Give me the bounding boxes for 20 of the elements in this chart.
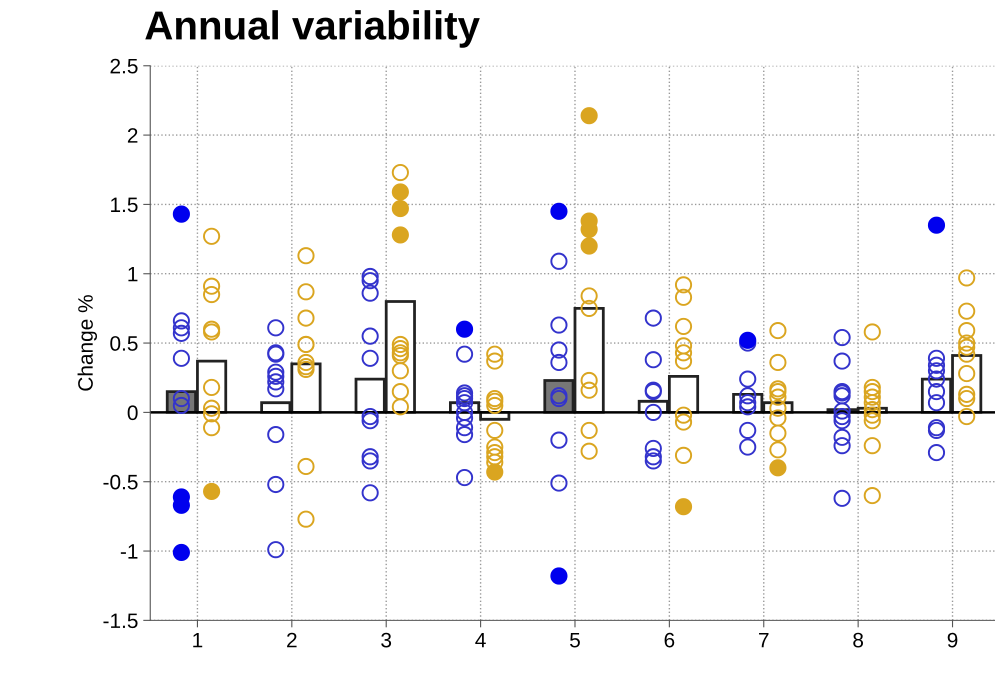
x-tick-label: 7 (759, 632, 768, 648)
y-tick-label: 1.5 (111, 198, 138, 212)
x-tick-label: 1 (193, 632, 202, 648)
y-tick-label: 2 (128, 128, 138, 143)
x-tick-label: 9 (948, 632, 958, 648)
y-tick-label: -1.5 (103, 614, 138, 628)
y-tick-label: 0 (128, 405, 138, 420)
x-tick-label: 2 (287, 632, 297, 648)
y-tick-label: 1 (128, 266, 138, 282)
chart-title: Annual variability (145, 10, 480, 48)
x-tick-label: 8 (853, 632, 864, 648)
x-tick-label: 4 (475, 632, 486, 648)
y-tick-label: -1 (120, 544, 138, 559)
x-tick-label: 6 (664, 632, 674, 648)
y-axis-title: Change % (78, 295, 97, 391)
x-tick-label: 3 (381, 632, 392, 648)
y-tick-label: 0.5 (110, 336, 138, 351)
x-tick-label: 5 (570, 632, 580, 648)
y-tick-label: -0.5 (103, 474, 138, 490)
y-tick-label: 2.5 (110, 58, 138, 74)
